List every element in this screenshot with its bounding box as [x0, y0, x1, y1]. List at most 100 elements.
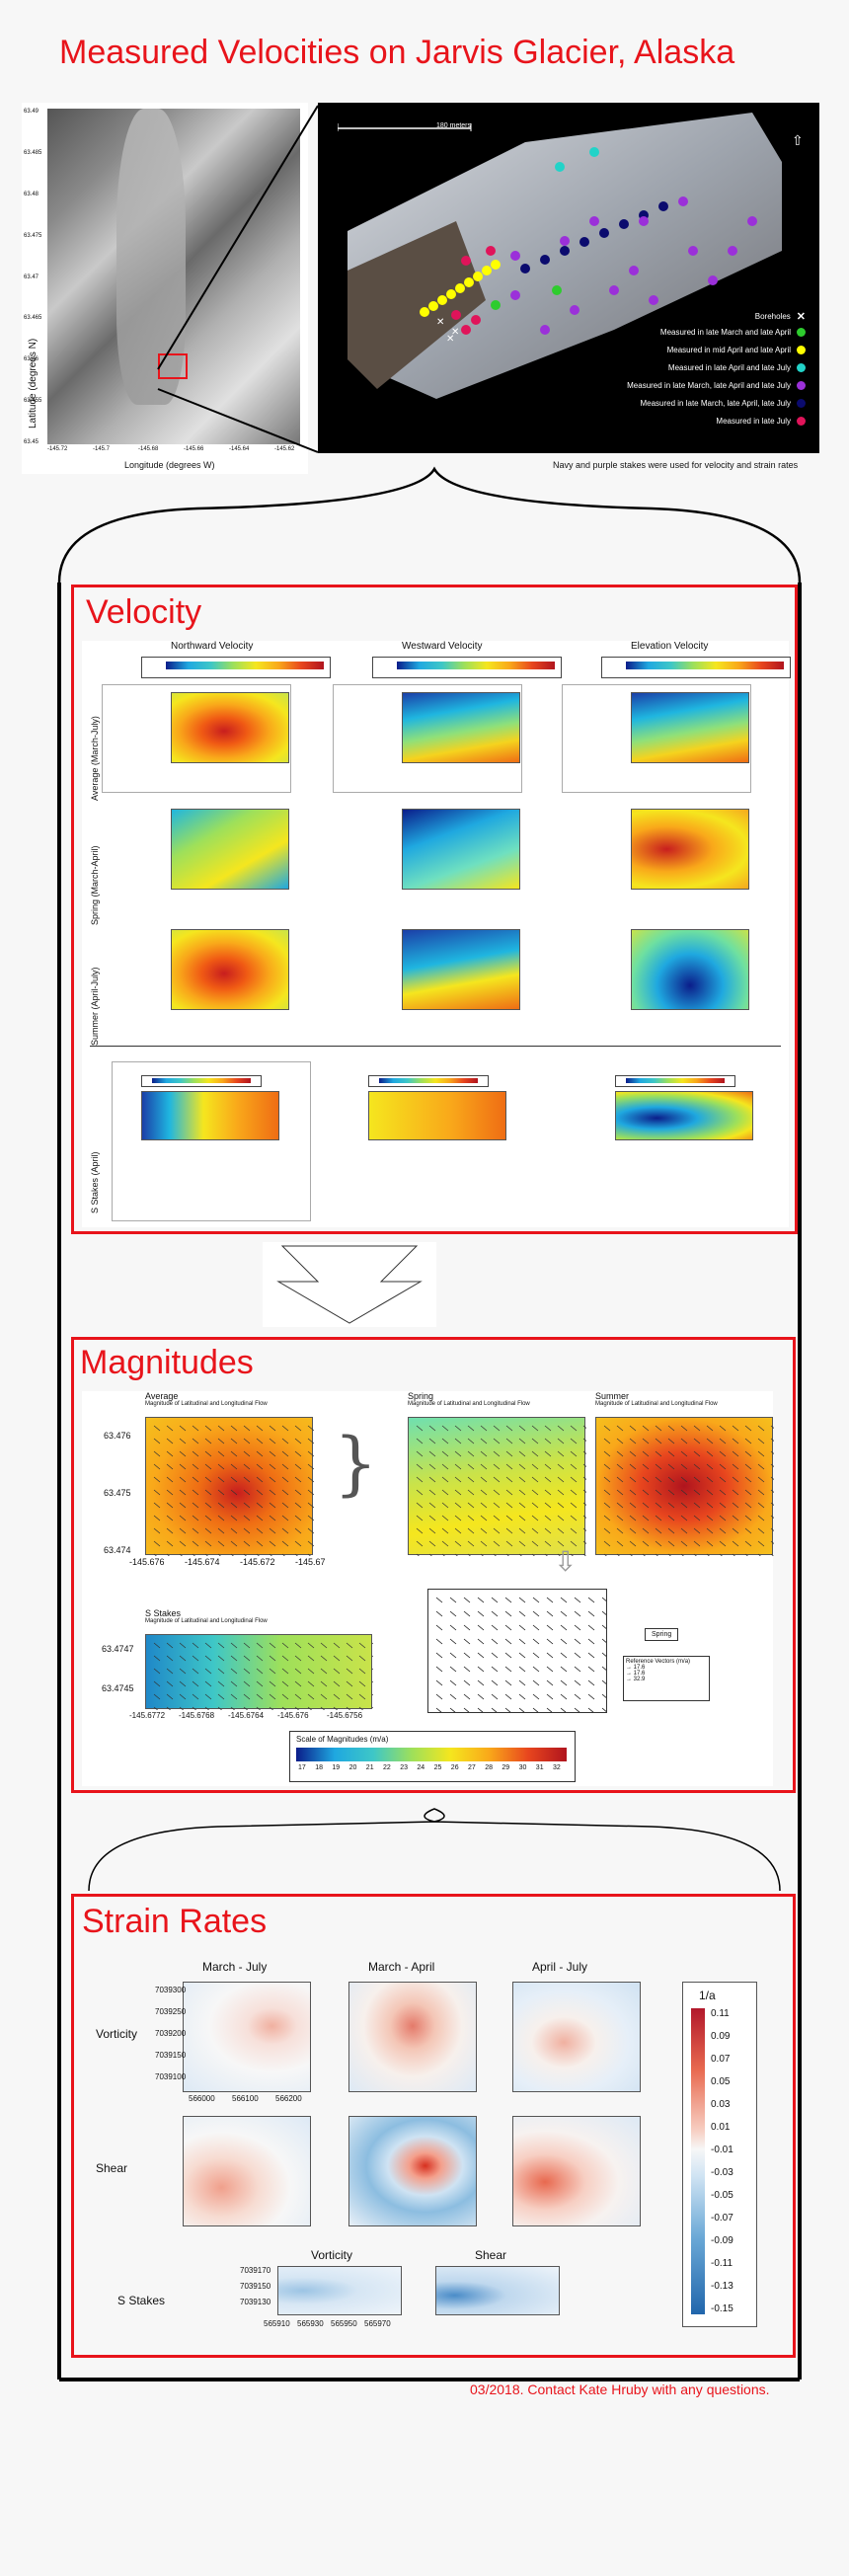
velocity-colorbar-ramp [397, 662, 555, 669]
magnitude-panel-title: Spring [408, 1391, 434, 1401]
magnitude-vectors [153, 1425, 315, 1560]
magnitude-ytick: 63.476 [104, 1431, 131, 1441]
magnitude-scale-tick: 26 [450, 1764, 459, 1771]
magnitude-vectors [153, 1642, 379, 1713]
overview-satellite-image [47, 109, 300, 444]
velocity-colorbar [601, 657, 791, 678]
s-stakes-axes [112, 1061, 311, 1221]
strain-ytick: 7039250 [155, 2007, 187, 2016]
strain-heatmap [183, 2116, 311, 2226]
magnitude-scale-ramp [296, 1748, 567, 1761]
s-stakes-colorbar-ramp [152, 1078, 251, 1083]
strain-heatmap [348, 1982, 477, 2092]
strain-colorbar-tick: -0.13 [711, 2281, 733, 2292]
s-magnitude-xtick: -145.6756 [327, 1711, 363, 1720]
strain-s-xtick: 565950 [331, 2319, 357, 2328]
strain-colorbar-tick: -0.05 [711, 2190, 733, 2201]
strain-s-ytick: 7039150 [240, 2282, 271, 2291]
magnitude-xtick: -145.676 [129, 1557, 165, 1567]
velocity-column-title: Westward Velocity [402, 641, 483, 652]
legend-row: Measured in late March, late April, late… [640, 399, 806, 408]
reference-value: → 32.9 [626, 1677, 646, 1682]
s-stakes-colorbar-ramp [379, 1078, 478, 1083]
velocity-figure: Northward Velocity Westward Velocity Eleva… [82, 641, 791, 1227]
magnitude-scale-tick: 23 [400, 1764, 408, 1771]
brace-icon: } [334, 1423, 378, 1504]
stake-purple [570, 305, 579, 315]
overview-ytick: 63.47 [24, 273, 39, 280]
magnitude-heatmap [145, 1634, 379, 1713]
down-arrow-icon: ⇩ [554, 1546, 578, 1577]
reference-vectors-box: Reference Vectors (m/a) → 17.6 → 17.6 → 32.… [623, 1656, 710, 1701]
stake-purple [510, 290, 520, 300]
stake-purple [639, 216, 649, 226]
strain-colorbar-tick: 0.07 [711, 2054, 731, 2065]
stake-yellow [437, 295, 447, 305]
stake-purple [728, 246, 737, 256]
reference-value: → 17.6 [626, 1671, 646, 1677]
strain-s-xtick: 565910 [264, 2319, 290, 2328]
overview-ytick: 63.455 [24, 398, 42, 405]
stake-red [471, 315, 481, 325]
strain-s-column-title: Shear [475, 2248, 507, 2262]
strain-figure: March - July March - April April - July Vor… [74, 1897, 799, 2361]
stake-navy [560, 246, 570, 256]
borehole-icon: ✕ [796, 311, 806, 323]
stake-navy [658, 201, 668, 211]
strain-panel: Strain Rates March - July March - April Ap… [71, 1894, 796, 2358]
velocity-heatmap [171, 809, 289, 890]
velocity-column-title: Northward Velocity [171, 641, 254, 652]
stake-map-panel: 180 meters ⇧ ✕ ✕ ✕ Boreholes ✕ Measured in l… [318, 103, 819, 453]
stake-yellow [455, 283, 465, 293]
strain-xtick: 566200 [275, 2094, 302, 2103]
stake-purple [540, 325, 550, 335]
magnitude-ytick: 63.474 [104, 1545, 131, 1555]
velocity-colorbar-ramp [166, 662, 324, 669]
legend-dot [797, 399, 806, 408]
velocity-colorbar-ramp [626, 662, 784, 669]
magnitude-panel-subtitle: Magnitude of Latitudinal and Longitudina… [145, 1618, 268, 1624]
stake-yellow [473, 272, 483, 281]
magnitude-scale-tick: 22 [383, 1764, 391, 1771]
velocity-row-label: Spring (March-April) [90, 845, 100, 925]
magnitude-scale: Scale of Magnitudes (m/a) 17 18 19 20 21 22 23 2… [289, 1731, 576, 1782]
strain-s-column-title: Vorticity [311, 2248, 353, 2262]
overview-ytick: 63.48 [24, 191, 39, 197]
magnitude-scale-tick: 18 [315, 1764, 323, 1771]
stake-red [461, 256, 471, 266]
legend-row: Measured in late March, late April and l… [627, 381, 806, 390]
strain-s-ytick: 7039170 [240, 2266, 271, 2275]
magnitude-scale-tick: 28 [485, 1764, 493, 1771]
s-stakes-colorbar [141, 1075, 262, 1087]
magnitude-scale-tick: 29 [502, 1764, 510, 1771]
overview-xticks: -145.72 -145.7 -145.68 -145.66 -145.64 -145.6… [47, 446, 300, 456]
s-magnitude-xtick: -145.676 [277, 1711, 309, 1720]
s-magnitude-xtick: -145.6764 [228, 1711, 265, 1720]
scale-bar [338, 123, 472, 131]
spring-box: Spring [645, 1628, 679, 1641]
overview-ytick: 63.485 [24, 149, 42, 156]
stake-navy [599, 228, 609, 238]
magnitude-panel-subtitle: Magnitude of Latitudinal and Longitudina… [595, 1401, 718, 1407]
page-title: Measured Velocities on Jarvis Glacier, A… [59, 34, 735, 71]
s-magnitude-xtick: -145.6768 [179, 1711, 215, 1720]
legend-label: Measured in mid April and late April [666, 346, 791, 354]
stake-yellow [491, 260, 501, 270]
legend-dot [797, 417, 806, 426]
legend-row: Boreholes ✕ [755, 310, 806, 323]
legend-label: Measured in late July [716, 417, 791, 426]
overview-xtick: -145.68 [138, 446, 159, 452]
velocity-heatmap [402, 809, 520, 890]
strain-colorbar-tick: 0.05 [711, 2076, 731, 2087]
scale-label: 180 meters [436, 122, 472, 129]
stake-purple [589, 216, 599, 226]
magnitude-scale-tick: 20 [348, 1764, 357, 1771]
velocity-panel: Velocity Northward Velocity Westward Velo… [71, 585, 798, 1234]
strain-colorbar-tick: 0.09 [711, 2031, 731, 2042]
stake-navy [520, 264, 530, 273]
velocity-heatmap [402, 692, 520, 763]
strain-colorbar-tick: -0.01 [711, 2145, 733, 2155]
legend-label: Boreholes [754, 312, 791, 321]
stake-cyan [589, 147, 599, 157]
magnitude-scale-tick: 31 [535, 1764, 544, 1771]
